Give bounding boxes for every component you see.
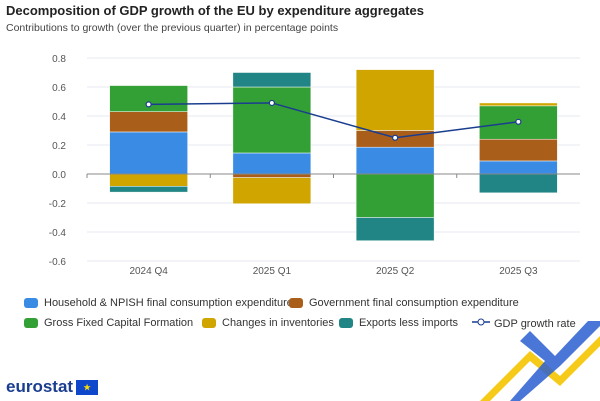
legend-label: Household & NPISH final consumption expe… [44,297,293,309]
y-tick-label: -0.2 [49,199,67,210]
swatch-icon [24,318,38,328]
x-tick-label: 2025 Q2 [376,266,415,277]
swatch-icon [289,298,303,308]
logo-text: eurostat [6,377,74,396]
swatch-icon [339,318,353,328]
legend-label: Government final consumption expenditure [309,297,519,309]
x-tick-label: 2024 Q4 [129,266,168,277]
y-tick-label: 0.4 [52,112,66,123]
gdp-point [392,134,399,141]
bar-segment-0 [109,131,188,175]
bar-segment-4 [109,186,188,193]
y-tick-label: 0.2 [52,141,66,152]
bar-segment-1 [232,173,312,178]
gdp-line [148,102,519,139]
gdp-point [145,101,152,108]
gdp-point [268,99,275,107]
legend-item[interactable]: GDP growth rate [472,317,576,330]
y-tick-label: -0.4 [49,228,67,239]
swatch-icon [202,318,216,328]
bar-segment-4 [479,173,558,194]
y-tick-label: 0.0 [52,170,66,181]
bar-segment-4 [355,217,435,241]
y-tick-label: -0.6 [49,257,67,268]
chart-subtitle: Contributions to growth (over the previo… [6,22,339,34]
decorative-stripes [480,321,600,401]
legend-item[interactable]: Exports less imports [339,317,458,329]
y-tick-label: 0.8 [52,54,66,65]
legend-label: GDP growth rate [494,317,576,330]
bar-segment-0 [479,160,558,175]
bar-segment-3 [232,177,312,204]
eu-flag-icon: ★ [76,379,99,395]
legend-item[interactable]: Household & NPISH final consumption expe… [24,297,293,309]
gdp-point [515,118,522,125]
x-tick-label: 2025 Q3 [499,266,538,277]
bar-segment-2 [109,85,188,112]
legend-item[interactable]: Gross Fixed Capital Formation [24,317,193,329]
x-tick-label: 2025 Q1 [253,266,292,277]
chart-title: Decomposition of GDP growth of the EU by… [6,3,424,18]
legend-label: Exports less imports [359,317,459,329]
legend-label: Changes in inventories [222,317,334,329]
bar-segment-0 [232,152,312,175]
eurostat-logo: eurostat ★ [6,377,99,397]
line-marker-icon [472,317,490,330]
bar-segment-2 [232,86,312,154]
legend-item[interactable]: Changes in inventories [202,317,334,329]
bar-segment-3 [109,173,188,187]
legend-label: Gross Fixed Capital Formation [44,317,194,329]
bar-segment-3 [479,102,558,107]
bar-segment-3 [355,69,435,131]
bar-segment-4 [232,72,312,88]
legend-item[interactable]: Government final consumption expenditure [289,297,519,309]
swatch-icon [24,298,38,308]
bar-segment-2 [355,173,435,218]
bar-segment-1 [109,111,188,133]
bar-segment-0 [355,146,435,175]
bar-segment-1 [479,138,558,162]
y-tick-label: 0.6 [52,83,66,94]
